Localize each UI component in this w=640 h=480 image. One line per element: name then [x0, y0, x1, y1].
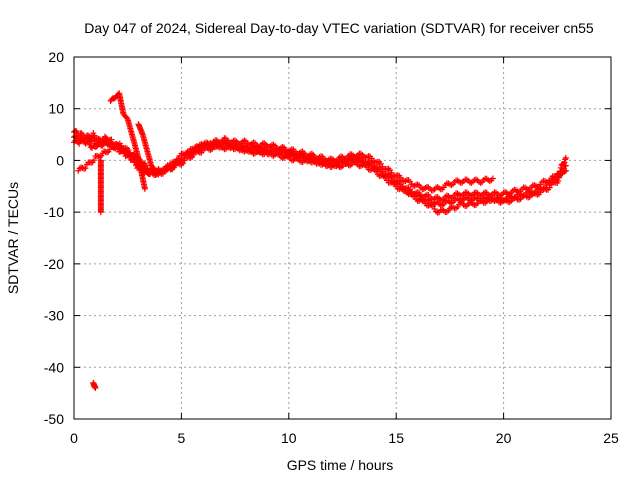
y-tick-label: 20 [48, 49, 64, 65]
y-tick-label: 10 [48, 101, 64, 117]
grid [74, 57, 611, 419]
data-point [97, 209, 104, 216]
data-point [91, 383, 98, 390]
data-point [560, 168, 567, 175]
x-tick-label: 10 [281, 430, 297, 446]
data-point [152, 167, 159, 174]
y-axis: -50 -40 -30 -20 -10 0 10 20 [44, 49, 611, 427]
y-tick-label: -40 [44, 359, 64, 375]
data-point [92, 143, 99, 150]
data-point [91, 157, 98, 164]
data-point [125, 147, 132, 154]
data-point [562, 154, 569, 161]
x-axis: 0 5 10 15 20 25 [70, 57, 619, 446]
data-point [141, 185, 148, 192]
x-axis-title: GPS time / hours [287, 457, 394, 473]
data-point [101, 136, 108, 143]
data-points [71, 90, 569, 391]
chart-title: Day 047 of 2024, Sidereal Day-to-day VTE… [84, 20, 594, 36]
y-axis-title: SDTVAR / TECUs [5, 182, 21, 294]
y-tick-label: -20 [44, 256, 64, 272]
data-point [82, 165, 89, 172]
data-point [96, 153, 103, 160]
data-point [555, 177, 562, 184]
plot-frame [73, 56, 612, 420]
y-tick-label: 0 [56, 152, 64, 168]
data-point [85, 139, 92, 146]
data-point [557, 168, 564, 175]
data-point [103, 149, 110, 156]
data-point [551, 176, 558, 183]
data-point [557, 164, 564, 171]
data-point [175, 155, 182, 162]
x-tick-label: 25 [603, 430, 619, 446]
x-tick-label: 5 [178, 430, 186, 446]
x-tick-label: 0 [70, 430, 78, 446]
y-tick-label: -30 [44, 308, 64, 324]
y-tick-label: -50 [44, 411, 64, 427]
data-point [489, 175, 496, 182]
data-point [561, 159, 568, 166]
data-point [151, 166, 158, 173]
y-tick-label: -10 [44, 204, 64, 220]
x-tick-label: 15 [388, 430, 404, 446]
x-tick-label: 20 [496, 430, 512, 446]
